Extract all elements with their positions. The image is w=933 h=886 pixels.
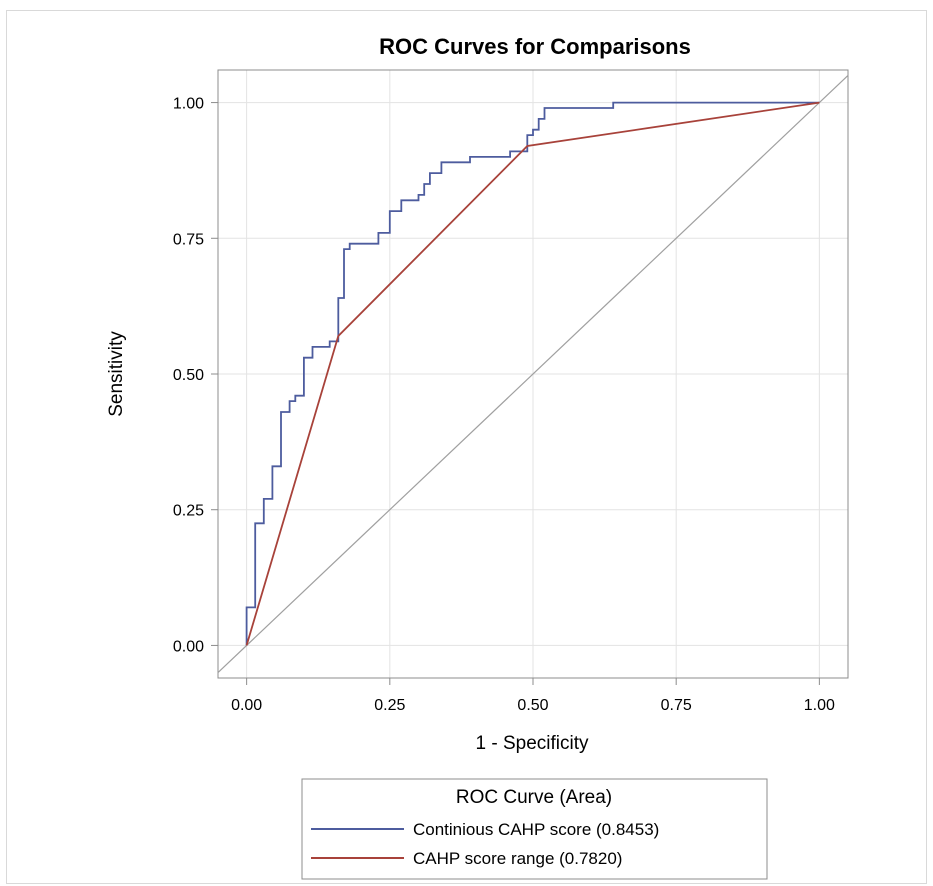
reference-diagonal-line <box>217 74 849 674</box>
series-line-continuous <box>245 101 820 646</box>
chart-title: ROC Curves for Comparisons <box>379 34 691 59</box>
legend-title: ROC Curve (Area) <box>456 787 612 808</box>
y-tick-label: 0.00 <box>173 638 204 655</box>
y-axis-label: Sensitivity <box>106 331 127 417</box>
legend-label-range: CAHP score range (0.7820) <box>413 849 622 868</box>
x-tick-label: 0.75 <box>661 697 692 714</box>
x-axis-label: 1 - Specificity <box>476 733 589 754</box>
axis-ticks: 0.00 0.25 0.50 0.75 1.00 0.00 0.25 0.50 0.75 1.00 <box>173 96 835 714</box>
x-tick-label: 0.00 <box>231 697 262 714</box>
y-tick-label: 1.00 <box>173 96 204 113</box>
legend-label-continuous: Continious CAHP score (0.8453) <box>413 820 659 839</box>
chart-frame <box>6 10 927 884</box>
legend: ROC Curve (Area) Continious CAHP score (… <box>301 778 768 880</box>
x-tick-label: 0.50 <box>517 697 548 714</box>
y-tick-label: 0.75 <box>173 231 204 248</box>
x-tick-label: 1.00 <box>804 697 835 714</box>
x-tick-label: 0.25 <box>374 697 405 714</box>
series-line-range <box>245 101 820 646</box>
series-layer <box>217 74 849 674</box>
y-tick-label: 0.50 <box>173 367 204 384</box>
y-tick-label: 0.25 <box>173 503 204 520</box>
